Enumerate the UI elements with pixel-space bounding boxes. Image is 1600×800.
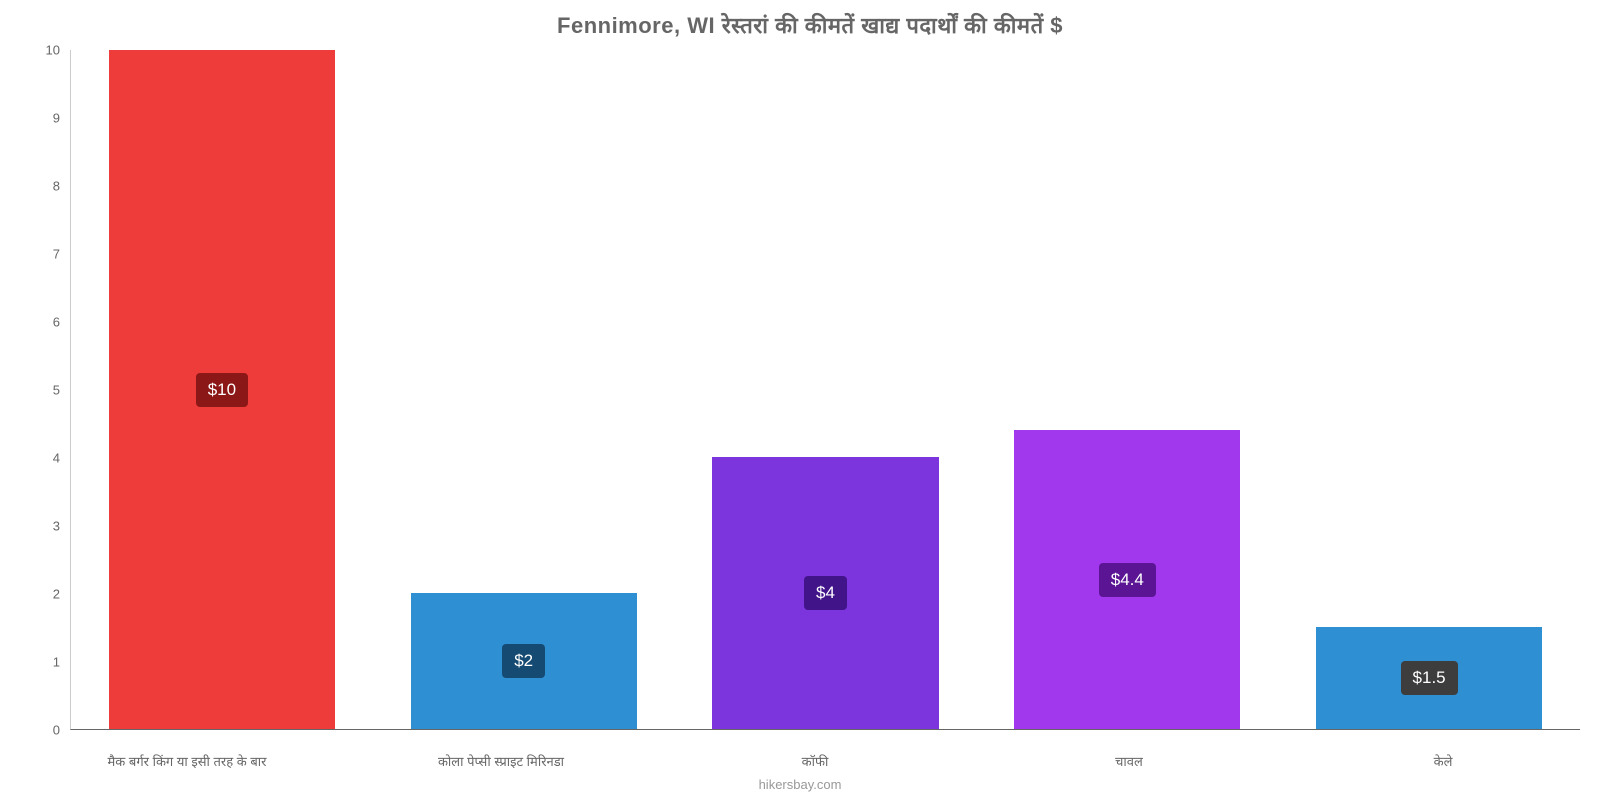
y-axis: 012345678910 xyxy=(40,50,65,730)
y-tick: 3 xyxy=(35,519,60,534)
x-axis-label: कॉफी xyxy=(658,752,972,770)
x-axis-label: कोला पेप्सी स्प्राइट मिरिनडा xyxy=(344,752,658,770)
bar: $4.4 xyxy=(1014,430,1240,729)
x-axis-labels: मैक बर्गर किंग या इसी तरह के बारकोला पेप… xyxy=(30,752,1600,770)
y-tick: 0 xyxy=(35,723,60,738)
x-axis-label: केले xyxy=(1286,752,1600,770)
x-axis-label: मैक बर्गर किंग या इसी तरह के बार xyxy=(30,752,344,770)
x-axis-label: चावल xyxy=(972,752,1286,770)
y-tick: 8 xyxy=(35,179,60,194)
chart-title: Fennimore, WI रेस्तरां की कीमतें खाद्य प… xyxy=(40,10,1580,40)
y-tick: 5 xyxy=(35,383,60,398)
bar-slot: $2 xyxy=(373,50,675,729)
bar: $2 xyxy=(411,593,637,729)
bars-region: $10 $2 $4 $4.4 $1.5 xyxy=(70,50,1580,730)
bar-value-label: $4.4 xyxy=(1099,563,1156,597)
bar-value-label: $1.5 xyxy=(1401,661,1458,695)
y-tick: 6 xyxy=(35,315,60,330)
bar-value-label: $10 xyxy=(196,373,248,407)
y-tick: 2 xyxy=(35,587,60,602)
y-tick: 4 xyxy=(35,451,60,466)
bar-value-label: $2 xyxy=(502,644,545,678)
bar: $1.5 xyxy=(1316,627,1542,729)
bar-slot: $4.4 xyxy=(976,50,1278,729)
plot-area: 012345678910 $10$2$4$4.4$1.5 xyxy=(70,50,1580,730)
chart-container: Fennimore, WI रेस्तरां की कीमतें खाद्य प… xyxy=(40,10,1580,750)
bar-slot: $10 xyxy=(71,50,373,729)
y-tick: 1 xyxy=(35,655,60,670)
bar-value-label: $4 xyxy=(804,576,847,610)
bar: $10 xyxy=(109,50,335,729)
bar: $4 xyxy=(712,457,938,729)
y-tick: 9 xyxy=(35,111,60,126)
y-tick: 10 xyxy=(35,43,60,58)
y-tick: 7 xyxy=(35,247,60,262)
bar-slot: $4 xyxy=(675,50,977,729)
footer-attribution: hikersbay.com xyxy=(0,777,1600,792)
bar-slot: $1.5 xyxy=(1278,50,1580,729)
